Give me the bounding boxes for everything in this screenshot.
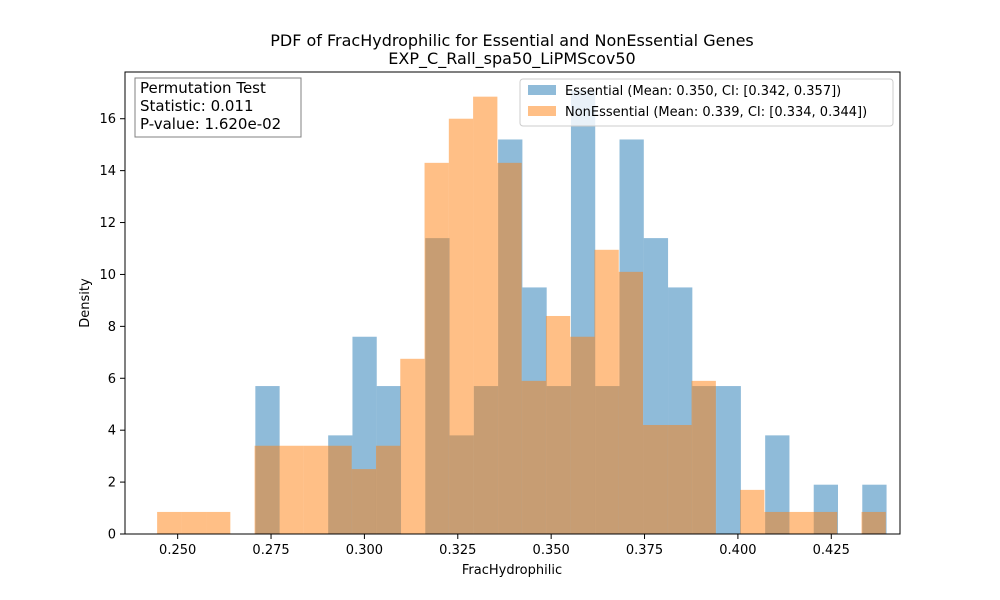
y-tick-label: 4	[108, 424, 116, 439]
x-axis-label: FracHydrophilic	[462, 563, 562, 578]
bar-series1-11	[448, 118, 474, 534]
y-tick-label: 2	[108, 476, 116, 491]
legend-label-nonessential: NonEssential (Mean: 0.339, CI: [0.334, 0…	[565, 105, 867, 120]
legend-label-essential: Essential (Mean: 0.350, CI: [0.342, 0.35…	[565, 84, 841, 99]
x-tick-label: 0.425	[813, 543, 850, 558]
bar-series1-8	[375, 445, 401, 534]
bar-series1-3	[254, 445, 279, 534]
x-tick-label: 0.250	[159, 543, 196, 558]
y-tick-label: 0	[108, 528, 116, 543]
bar-series1-14	[521, 380, 546, 534]
bar-series1-24	[788, 511, 813, 534]
bar-series1-7	[351, 469, 376, 534]
x-tick-label: 0.275	[252, 543, 289, 558]
legend-swatch-nonessential	[528, 106, 556, 116]
annotation-line-1: Permutation Test	[140, 79, 266, 97]
bar-series1-2	[206, 511, 231, 534]
bar-series1-23	[764, 511, 789, 534]
x-tick-label: 0.325	[439, 543, 476, 558]
bar-series1-22	[740, 489, 765, 534]
bar-series1-19	[643, 424, 668, 534]
x-axis-ticks: 0.250 0.275 0.300 0.325 0.350 0.375 0.400 0.425	[159, 534, 850, 558]
bar-series1-16	[570, 336, 595, 534]
y-tick-label: 12	[99, 216, 116, 231]
bar-series1-0	[157, 511, 182, 534]
chart-subtitle: EXP_C_Rall_spa50_LiPMScov50	[388, 49, 635, 69]
bar-series1-4	[278, 445, 304, 534]
x-tick-label: 0.375	[626, 543, 663, 558]
y-tick-label: 16	[99, 112, 116, 127]
x-tick-label: 0.400	[719, 543, 756, 558]
plot-frame	[124, 71, 901, 535]
bar-series1-5	[303, 445, 328, 534]
series-1	[157, 96, 886, 535]
bar-series1-13	[497, 162, 522, 534]
bar-series1-10	[424, 162, 449, 534]
bar-series1-21	[691, 380, 716, 534]
bar-series1-20	[667, 424, 692, 534]
annotation-line-2: Statistic: 0.011	[140, 97, 254, 115]
bars-layer	[157, 90, 887, 535]
x-tick-label: 0.350	[533, 543, 570, 558]
bar-series1-1	[181, 511, 207, 534]
legend-frame	[519, 78, 894, 127]
y-tick-label: 10	[99, 268, 116, 283]
chart-title: PDF of FracHydrophilic for Essential and…	[270, 31, 754, 50]
bar-series1-9	[400, 358, 425, 534]
y-tick-label: 8	[108, 320, 116, 335]
bar-series1-26	[861, 511, 886, 534]
legend-swatch-essential	[528, 85, 556, 95]
bar-series1-17	[594, 249, 619, 535]
bar-series1-12	[473, 96, 498, 534]
y-tick-label: 6	[108, 372, 116, 387]
legend: Essential (Mean: 0.350, CI: [0.342, 0.35…	[519, 78, 894, 127]
annotation-frame	[134, 77, 302, 138]
y-axis-ticks: 0 2 4 6 8 10 12 14 16	[99, 112, 125, 543]
x-tick-label: 0.300	[346, 543, 383, 558]
bar-series1-25	[812, 511, 838, 534]
annotation-line-3: P-value: 1.620e-02	[140, 115, 281, 133]
y-axis-label: Density	[78, 278, 93, 328]
y-tick-label: 14	[99, 164, 116, 179]
bar-series0-16	[716, 386, 741, 534]
bar-series1-15	[545, 315, 571, 534]
bar-series1-6	[327, 445, 352, 534]
bar-series1-18	[618, 271, 644, 534]
annotation-box: Permutation Test Statistic: 0.011 P-valu…	[134, 77, 302, 138]
